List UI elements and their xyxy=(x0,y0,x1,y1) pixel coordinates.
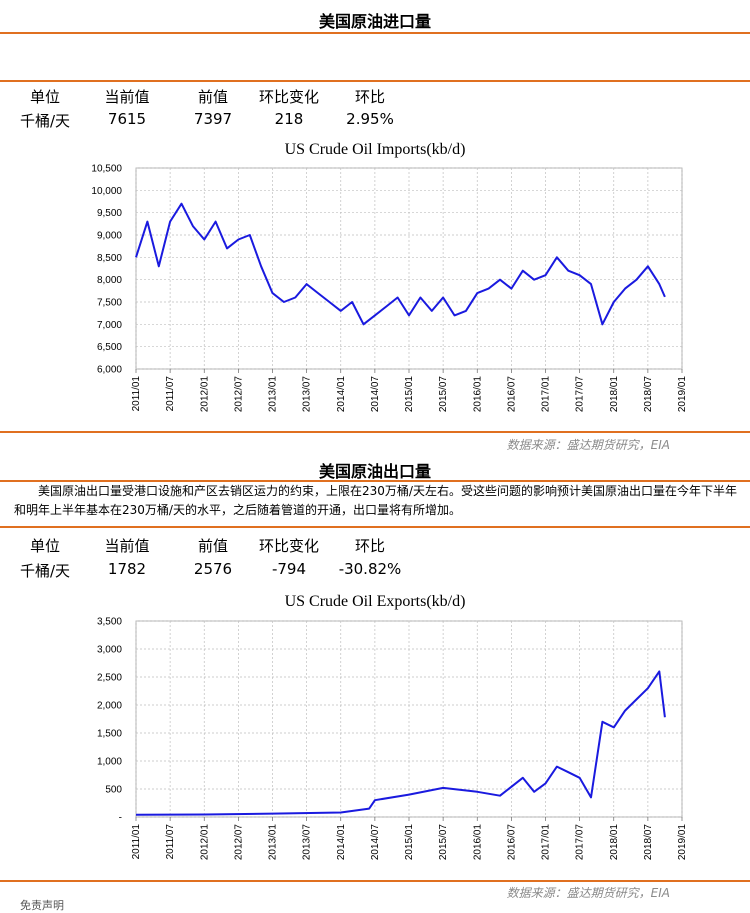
exports-section-title: 美国原油出口量 xyxy=(318,462,431,481)
imports-source: 数据来源：盛达期货研究，EIA xyxy=(506,438,670,452)
x-tick-label: 2018/01 xyxy=(609,376,620,413)
x-tick-label: 2018/01 xyxy=(609,824,620,861)
x-tick-label: 2012/07 xyxy=(233,376,244,413)
stats-value-pct: -30.82% xyxy=(338,560,402,578)
chart-title: US Crude Oil Exports(kb/d) xyxy=(285,593,466,610)
x-tick-label: 2012/01 xyxy=(199,376,210,413)
x-tick-label: 2019/01 xyxy=(677,376,688,413)
x-tick-label: 2012/01 xyxy=(199,824,210,861)
stats-value-pct: 2.95% xyxy=(346,110,394,128)
y-tick-label: 8,000 xyxy=(97,275,122,286)
x-tick-label: 2016/01 xyxy=(472,376,483,413)
imports-top-rule xyxy=(0,32,750,34)
x-tick-label: 2015/01 xyxy=(404,824,415,861)
x-tick-label: 2014/07 xyxy=(370,824,381,861)
stats-header-previous: 前值 xyxy=(197,88,228,106)
x-tick-label: 2011/07 xyxy=(165,824,176,860)
y-tick-label: 1,500 xyxy=(97,729,122,740)
x-tick-label: 2016/01 xyxy=(472,824,483,861)
y-tick-label: 9,000 xyxy=(97,231,122,242)
x-tick-label: 2019/01 xyxy=(677,824,688,861)
stats-header-pct: 环比 xyxy=(354,537,385,555)
x-tick-label: 2011/07 xyxy=(165,376,176,412)
imports-stats-rule xyxy=(0,80,750,82)
x-tick-label: 2017/07 xyxy=(575,376,586,413)
exports-source: 数据来源：盛达期货研究，EIA xyxy=(506,886,670,900)
y-tick-label: 1,000 xyxy=(97,757,122,768)
y-tick-label: - xyxy=(119,813,122,824)
x-tick-label: 2018/07 xyxy=(643,376,654,413)
exports-top-rule xyxy=(0,480,750,482)
stats-header-current: 当前值 xyxy=(104,88,150,106)
imports-chart: US Crude Oil Imports(kb/d) 6,000 6,500 7,00… xyxy=(91,141,688,413)
x-tick-label: 2015/01 xyxy=(404,376,415,413)
x-tick-label: 2015/07 xyxy=(438,824,449,861)
imports-section-title: 美国原油进口量 xyxy=(318,12,431,31)
series-line xyxy=(135,202,666,326)
x-tick-label: 2014/07 xyxy=(370,376,381,413)
x-tick-label: 2014/01 xyxy=(336,824,347,861)
stats-value-previous: 7397 xyxy=(193,110,233,128)
stats-header-pct: 环比 xyxy=(354,88,385,106)
stats-header-change: 环比变化 xyxy=(258,537,319,555)
x-tick-label: 2012/07 xyxy=(233,824,244,861)
x-tick-label: 2011/01 xyxy=(131,824,142,860)
exports-description: 美国原油出口量受港口设施和产区去销区运力的约束，上限在230万桶/天左右。受这些… xyxy=(14,484,737,517)
x-tick-label: 2016/07 xyxy=(506,376,517,413)
x-tick-label: 2011/01 xyxy=(131,376,142,412)
y-tick-label: 3,000 xyxy=(97,645,122,656)
stats-header-current: 当前值 xyxy=(104,537,150,555)
y-tick-label: 9,500 xyxy=(97,208,122,219)
y-tick-label: 2,000 xyxy=(97,701,122,712)
stats-value-change: 218 xyxy=(274,110,304,128)
y-tick-label: 7,000 xyxy=(97,320,122,331)
y-tick-label: 2,500 xyxy=(97,673,122,684)
exports-bottom-rule xyxy=(0,880,750,882)
exports-chart: US Crude Oil Exports(kb/d) - 500 1,000 1,500… xyxy=(97,593,688,861)
x-tick-label: 2018/07 xyxy=(643,824,654,861)
footer-disclaimer: 免责声明 xyxy=(20,899,64,912)
x-tick-label: 2013/01 xyxy=(268,824,279,861)
x-tick-label: 2015/07 xyxy=(438,376,449,413)
exports-stats-rule xyxy=(0,526,750,528)
x-tick-label: 2013/01 xyxy=(268,376,279,413)
stats-value-current: 1782 xyxy=(107,560,147,578)
x-tick-label: 2017/07 xyxy=(575,824,586,861)
stats-value-previous: 2576 xyxy=(193,560,233,578)
series-line xyxy=(135,670,666,816)
stats-header-change: 环比变化 xyxy=(258,88,319,106)
x-tick-label: 2017/01 xyxy=(541,376,552,413)
stats-value-current: 7615 xyxy=(107,110,147,128)
x-tick-label: 2014/01 xyxy=(336,376,347,413)
x-tick-label: 2013/07 xyxy=(302,376,313,413)
stats-header-previous: 前值 xyxy=(197,537,228,555)
y-tick-label: 3,500 xyxy=(97,617,122,628)
x-tick-label: 2016/07 xyxy=(506,824,517,861)
y-tick-label: 6,500 xyxy=(97,342,122,353)
stats-value-unit: 千桶/天 xyxy=(19,562,71,580)
stats-header-unit: 单位 xyxy=(29,88,60,106)
x-tick-label: 2017/01 xyxy=(541,824,552,861)
y-tick-label: 10,500 xyxy=(91,164,122,175)
imports-bottom-rule xyxy=(0,431,750,433)
chart-title: US Crude Oil Imports(kb/d) xyxy=(285,141,466,158)
stats-value-change: -794 xyxy=(271,560,307,578)
y-tick-label: 10,000 xyxy=(91,186,122,197)
y-tick-label: 500 xyxy=(105,785,122,796)
y-tick-label: 8,500 xyxy=(97,253,122,264)
stats-header-unit: 单位 xyxy=(29,537,60,555)
y-tick-label: 6,000 xyxy=(97,365,122,376)
x-tick-label: 2013/07 xyxy=(302,824,313,861)
stats-value-unit: 千桶/天 xyxy=(19,112,71,130)
y-tick-label: 7,500 xyxy=(97,298,122,309)
